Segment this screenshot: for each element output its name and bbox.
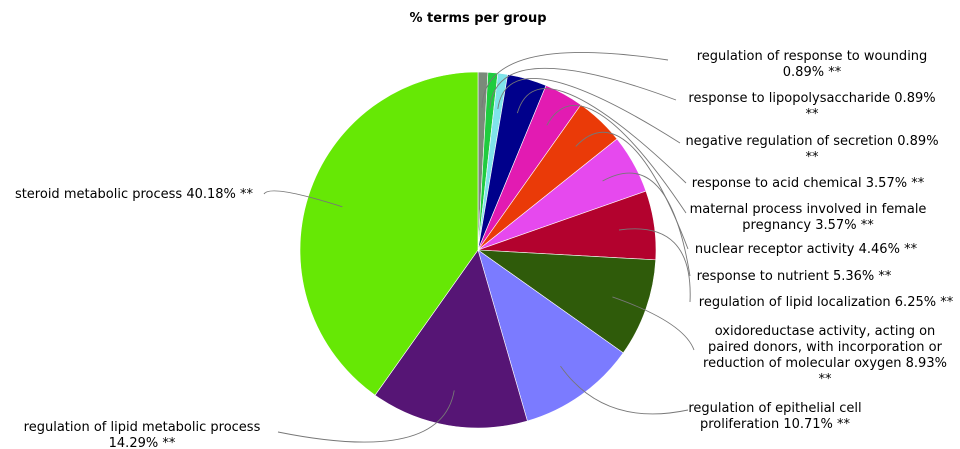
- slice-label-line: nuclear receptor activity 4.46% **: [695, 242, 918, 257]
- slice-label: response to acid chemical 3.57% **: [692, 176, 925, 191]
- slice-label: regulation of epithelial cell proliferati…: [688, 401, 861, 432]
- leader-lines: [263, 52, 695, 443]
- slice-label: response to nutrient 5.36% **: [697, 269, 892, 284]
- slice-label-line: **: [819, 372, 833, 387]
- leader-line: [497, 78, 681, 144]
- leader-line: [575, 131, 689, 250]
- slice-label-line: response to nutrient 5.36% **: [697, 269, 892, 284]
- slice-label-line: **: [806, 150, 820, 165]
- leader-line: [489, 67, 677, 109]
- leader-line: [516, 88, 687, 184]
- pie-slice: [477, 249, 624, 422]
- slice-label: maternal process involved in female pregn…: [690, 202, 927, 233]
- leader-line: [560, 365, 689, 415]
- slice-label: regulation of lipid metabolic process 14.…: [24, 420, 261, 449]
- slice-label-line: response to acid chemical 3.57% **: [692, 176, 925, 191]
- slice-label-line: paired donors, with incorporation or: [708, 340, 943, 355]
- slice-label-line: steroid metabolic process 40.18% **: [15, 187, 254, 202]
- slice-label: oxidoreductase activity, acting on paired…: [703, 324, 947, 387]
- pie-slice: [374, 249, 528, 429]
- slice-label-line: pregnancy 3.57% **: [742, 218, 874, 233]
- slice-label-line: regulation of lipid metabolic process: [24, 420, 261, 435]
- slice-label-line: regulation of response to wounding: [697, 49, 928, 64]
- leader-line: [618, 228, 691, 303]
- slice-label-line: maternal process involved in female: [690, 202, 927, 217]
- leader-line: [481, 52, 669, 108]
- slice-label-line: oxidoreductase activity, acting on: [715, 324, 936, 339]
- slice-label: negative regulation of secretion 0.89% **: [685, 134, 938, 165]
- slice-label-line: **: [806, 107, 820, 122]
- slice-labels: regulation of response to wounding 0.89% …: [15, 49, 954, 449]
- leader-line: [612, 296, 695, 351]
- pie-slice: [299, 71, 479, 396]
- slice-label-line: response to lipopolysaccharide 0.89%: [688, 91, 935, 106]
- slice-label: response to lipopolysaccharide 0.89% **: [688, 91, 935, 122]
- slice-label-line: proliferation 10.71% **: [700, 417, 851, 432]
- slice-label: regulation of response to wounding 0.89% …: [697, 49, 928, 80]
- slice-label-line: negative regulation of secretion 0.89%: [685, 134, 938, 149]
- chart-title: % terms per group: [409, 11, 546, 26]
- leader-line: [277, 390, 455, 443]
- slice-label-line: regulation of lipid localization 6.25% *…: [699, 295, 954, 310]
- slice-label: nuclear receptor activity 4.46% **: [695, 242, 918, 257]
- slice-label: steroid metabolic process 40.18% **: [15, 187, 254, 202]
- slice-label-line: 0.89% **: [783, 65, 842, 80]
- leader-line: [602, 172, 691, 277]
- slice-label-line: 14.29% **: [109, 436, 176, 449]
- slice-label-line: regulation of epithelial cell: [688, 401, 861, 416]
- leader-line: [263, 190, 343, 208]
- slice-label: regulation of lipid localization 6.25% *…: [699, 295, 954, 310]
- pie-slice: [476, 249, 657, 354]
- leader-line: [546, 104, 687, 214]
- pie-slices: [299, 71, 657, 429]
- slice-label-line: reduction of molecular oxygen 8.93%: [703, 356, 947, 371]
